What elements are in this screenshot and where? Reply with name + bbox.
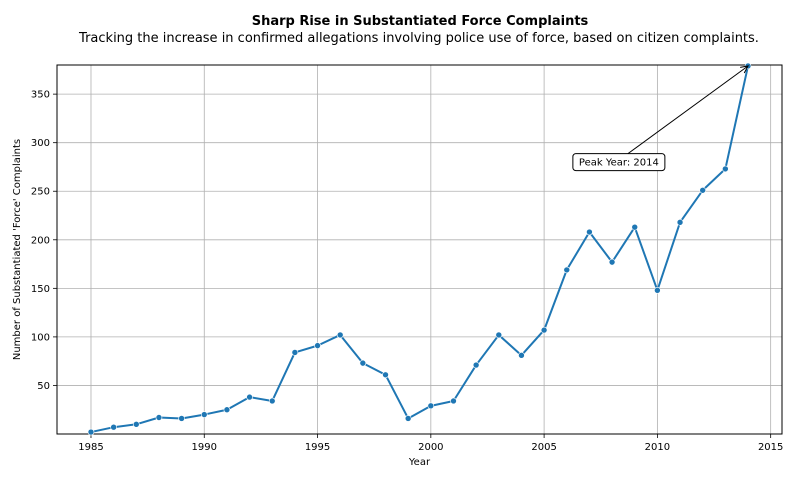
data-point: [155, 414, 163, 421]
series-force-complaints: [87, 62, 752, 436]
data-point: [178, 415, 185, 422]
x-tick-label: 1990: [192, 442, 217, 453]
y-tick-label: 200: [31, 235, 50, 246]
x-axis-label: Year: [408, 457, 431, 468]
chart-title: Sharp Rise in Substantiated Force Compla…: [251, 14, 589, 29]
data-point: [540, 326, 548, 334]
data-point: [631, 223, 639, 231]
data-point: [336, 331, 344, 339]
data-point: [608, 258, 616, 266]
annotation-box: [572, 153, 666, 172]
data-point: [722, 165, 729, 173]
axis-ticks: 1985 1990 1995 2000 2005 2010 2015 50 100 150 200 2…: [31, 90, 783, 453]
data-point: [314, 342, 321, 349]
data-point: [132, 420, 140, 428]
annotation-arrowhead: [740, 65, 749, 74]
chart-subtitle: Tracking the increase in confirmed alleg…: [79, 31, 759, 46]
data-point: [563, 266, 571, 274]
y-tick-label: 300: [31, 138, 50, 149]
x-tick-label: 2000: [418, 442, 443, 453]
data-point: [246, 393, 253, 401]
data-point: [87, 428, 95, 436]
y-tick-label: 50: [37, 381, 50, 392]
data-point: [200, 411, 208, 418]
data-point: [223, 406, 231, 414]
data-point: [110, 423, 117, 431]
data-point: [382, 371, 389, 379]
y-tick-label: 100: [31, 332, 50, 343]
x-tick-label: 2010: [645, 442, 670, 453]
y-tick-label: 250: [31, 187, 50, 198]
data-point: [268, 397, 276, 405]
data-point: [495, 331, 503, 339]
x-tick-label: 1985: [78, 442, 103, 453]
x-tick-label: 1995: [305, 442, 330, 453]
annotation-label: Peak Year: 2014: [579, 158, 659, 169]
data-point: [654, 286, 661, 294]
data-point: [518, 352, 525, 359]
data-point: [586, 228, 593, 236]
data-point: [427, 402, 435, 410]
data-point: [291, 349, 299, 356]
y-tick-label: 350: [31, 90, 50, 101]
peak-annotation: Peak Year: 2014: [572, 65, 749, 172]
data-point: [450, 397, 457, 405]
data-point: [676, 219, 684, 226]
y-axis-label: Number of Substantiated 'Force' Complain…: [12, 139, 23, 360]
data-point: [472, 361, 480, 369]
y-tick-label: 150: [31, 284, 50, 295]
annotation-arrow: [627, 65, 749, 155]
plot-area-frame: [56, 64, 783, 435]
data-point: [359, 359, 367, 367]
x-tick-label: 2015: [758, 442, 783, 453]
data-point: [699, 186, 707, 194]
x-tick-label: 2005: [531, 442, 556, 453]
series-line: [90, 65, 749, 434]
data-point: [404, 415, 412, 422]
grid: [57, 65, 782, 434]
